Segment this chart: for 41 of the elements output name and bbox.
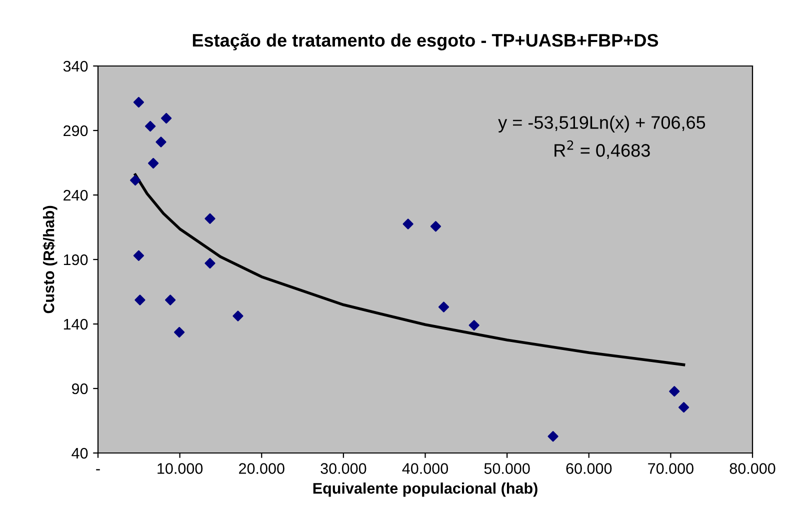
- y-tick-label: 90: [72, 383, 88, 394]
- point: [678, 402, 690, 413]
- point: [161, 112, 172, 124]
- x-tick-label: 30.000: [320, 463, 366, 474]
- point: [148, 158, 159, 169]
- point: [133, 96, 144, 108]
- x-tick-label: 70.000: [648, 463, 694, 474]
- point: [430, 221, 442, 232]
- point: [145, 120, 156, 132]
- annotation: y = -53,519Ln(x) + 706,65: [498, 116, 706, 132]
- point: [165, 294, 176, 306]
- point: [669, 386, 680, 397]
- y-tick-label: 40: [72, 448, 88, 459]
- point: [130, 174, 141, 186]
- x-tick-label: 50.000: [484, 463, 530, 474]
- point: [133, 250, 144, 261]
- x-axis-title: Equivalente populacional (hab): [313, 482, 538, 497]
- point: [134, 294, 146, 306]
- y-tick-label: 240: [64, 190, 88, 201]
- y-axis-title: Custo (R$/hab): [42, 206, 58, 314]
- x-tick-label: -: [96, 469, 100, 470]
- x-tick-label: 80.000: [730, 463, 776, 474]
- x-tick-label: 40.000: [402, 463, 448, 474]
- y-tick-label: 340: [63, 60, 88, 72]
- point: [156, 136, 166, 148]
- point: [438, 302, 450, 312]
- point: [468, 320, 480, 331]
- point: [174, 326, 185, 338]
- x-tick-label: 20.000: [239, 463, 284, 474]
- y-tick-label: 140: [64, 318, 88, 330]
- y-tick-label: 190: [64, 254, 88, 266]
- point: [548, 431, 558, 442]
- x-tick-label: 60.000: [566, 463, 612, 474]
- point: [204, 258, 216, 269]
- y-tick-label: 290: [64, 125, 88, 136]
- point: [402, 218, 414, 230]
- chart-title: Estação de tratamento de esgoto - TP+UASB+FBP+DS: [192, 33, 658, 50]
- x-tick-label: 10.000: [158, 463, 203, 474]
- annotation: R$^{2}$ = 0,4683: [554, 140, 650, 159]
- point: [232, 310, 244, 322]
- point: [204, 213, 216, 224]
